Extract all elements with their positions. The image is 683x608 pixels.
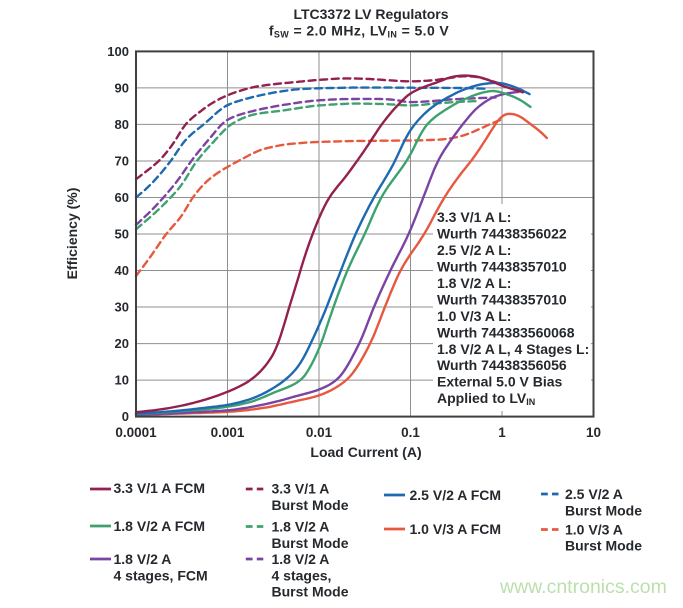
svg-text:10: 10	[586, 425, 601, 440]
svg-text:Wurth 74438357010: Wurth 74438357010	[437, 291, 567, 307]
svg-text:Efficiency (%): Efficiency (%)	[64, 188, 80, 280]
svg-text:0.001: 0.001	[211, 425, 245, 440]
svg-text:60: 60	[115, 190, 129, 205]
svg-text:Wurth 74438356056: Wurth 74438356056	[437, 357, 567, 373]
svg-text:Burst Mode: Burst Mode	[272, 535, 349, 551]
svg-text:3.3 V/1 A: 3.3 V/1 A	[272, 480, 330, 496]
svg-text:1: 1	[498, 425, 506, 440]
svg-text:Wurth 744383560068: Wurth 744383560068	[437, 324, 575, 340]
svg-text:20: 20	[115, 336, 129, 351]
svg-text:1.8 V/2 A L, 4 Stages L:: 1.8 V/2 A L, 4 Stages L:	[437, 341, 589, 357]
svg-text:1.0 V/3 A L:: 1.0 V/3 A L:	[437, 308, 511, 324]
svg-text:0.1: 0.1	[401, 425, 420, 440]
svg-text:80: 80	[115, 117, 129, 132]
svg-text:LTC3372 LV Regulators: LTC3372 LV Regulators	[293, 6, 448, 22]
svg-text:90: 90	[115, 80, 129, 95]
svg-text:1.8 V/2 A FCM: 1.8 V/2 A FCM	[114, 518, 206, 534]
svg-text:fSW = 2.0 MHz, LVIN = 5.0 V: fSW = 2.0 MHz, LVIN = 5.0 V	[269, 23, 450, 40]
svg-text:Wurth 74438356022: Wurth 74438356022	[437, 226, 567, 242]
svg-text:100: 100	[107, 44, 129, 59]
svg-text:0.0001: 0.0001	[115, 425, 157, 440]
svg-text:1.0 V/3 A FCM: 1.0 V/3 A FCM	[410, 521, 502, 537]
svg-text:2.5 V/2 A FCM: 2.5 V/2 A FCM	[410, 487, 502, 503]
svg-text:Burst Mode: Burst Mode	[565, 502, 642, 518]
svg-text:Wurth 74438357010: Wurth 74438357010	[437, 259, 567, 275]
svg-text:3.3 V/1 A FCM: 3.3 V/1 A FCM	[114, 480, 206, 496]
svg-text:40: 40	[115, 263, 129, 278]
svg-text:4 stages,: 4 stages,	[272, 567, 332, 583]
svg-text:1.8 V/2 A: 1.8 V/2 A	[114, 551, 172, 567]
svg-text:1.8 V/2 A: 1.8 V/2 A	[272, 518, 330, 534]
svg-text:www.cntronics.com: www.cntronics.com	[499, 576, 667, 598]
svg-text:1.8 V/2 A: 1.8 V/2 A	[272, 551, 330, 567]
svg-text:1.8 V/2 A L:: 1.8 V/2 A L:	[437, 275, 511, 291]
svg-text:10: 10	[115, 373, 129, 388]
svg-text:0: 0	[122, 409, 129, 424]
svg-text:4 stages, FCM: 4 stages, FCM	[114, 567, 208, 583]
svg-text:Burst Mode: Burst Mode	[272, 583, 349, 599]
svg-text:Load Current (A): Load Current (A)	[310, 444, 421, 460]
svg-text:Applied to LVIN: Applied to LVIN	[437, 390, 535, 407]
svg-text:1.0 V/3 A: 1.0 V/3 A	[565, 521, 623, 537]
svg-text:70: 70	[115, 154, 129, 169]
svg-text:2.5 V/2 A L:: 2.5 V/2 A L:	[437, 242, 511, 258]
svg-text:External 5.0 V Bias: External 5.0 V Bias	[437, 374, 563, 390]
svg-text:Burst Mode: Burst Mode	[565, 537, 642, 553]
svg-text:30: 30	[115, 300, 129, 315]
svg-text:3.3 V/1 A L:: 3.3 V/1 A L:	[437, 209, 511, 225]
svg-text:50: 50	[115, 227, 129, 242]
svg-text:2.5 V/2 A: 2.5 V/2 A	[565, 486, 623, 502]
svg-text:Burst Mode: Burst Mode	[272, 497, 349, 513]
svg-text:0.01: 0.01	[306, 425, 333, 440]
